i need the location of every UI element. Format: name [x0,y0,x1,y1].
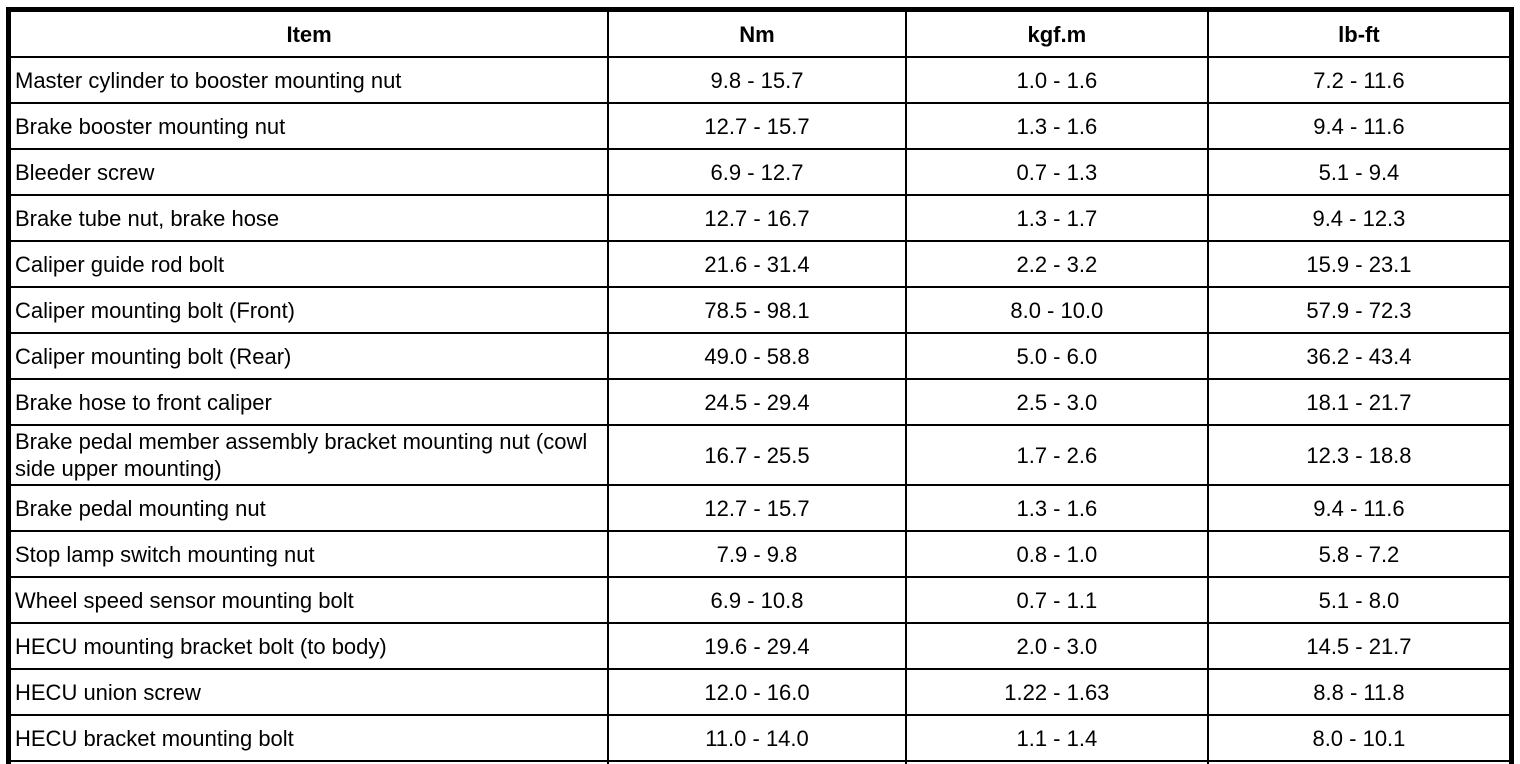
kgfm-cell: 1.22 - 1.63 [904,668,1209,716]
kgfm-cell: 0.7 - 1.1 [904,576,1209,624]
nm-cell: 16.7 - 25.5 [607,424,907,486]
item-cell: HECU mounting bracket bolt (to body) [7,622,610,670]
nm-cell: 12.7 - 16.7 [607,194,907,242]
table-row: Wheel speed sensor mounting bolt 6.9 - 10… [7,576,1513,624]
table-row: Caliper mounting bolt (Rear) 49.0 - 58.8 5… [7,332,1513,380]
kgfm-cell: 2.0 - 3.0 [904,622,1209,670]
column-header-item: Item [7,8,610,58]
item-cell: Bleeder screw [7,148,610,196]
nm-cell: 7.9 - 9.8 [607,530,907,578]
nm-cell: 9.8 - 15.7 [607,56,907,104]
item-cell: HECU union screw [7,668,610,716]
item-cell: Caliper mounting bolt (Rear) [7,332,610,380]
table-row: Caliper mounting bolt (Front) 78.5 - 98.1… [7,286,1513,334]
kgfm-cell: 1.0 - 1.6 [904,56,1209,104]
table-row: HECU mounting bracket bolt (to body) 19.6… [7,622,1513,670]
table-row: Yaw rate & Lateral G sensor mounting bol… [7,760,1513,764]
lbft-cell: 5.1 - 9.4 [1206,148,1513,196]
column-header-nm: Nm [607,8,907,58]
kgfm-cell: 5.0 - 6.0 [904,332,1209,380]
item-cell: Brake pedal member assembly bracket moun… [7,424,610,486]
lbft-cell: 9.4 - 11.6 [1206,102,1513,150]
lbft-cell: 57.9 - 72.3 [1206,286,1513,334]
nm-cell: 12.7 - 15.7 [607,484,907,532]
nm-cell: 24.5 - 29.4 [607,378,907,426]
item-cell: Caliper mounting bolt (Front) [7,286,610,334]
nm-cell: 6.9 - 10.8 [607,576,907,624]
lbft-cell: 36.2 - 43.4 [1206,332,1513,380]
table-row: Bleeder screw 6.9 - 12.7 0.7 - 1.3 5.1 - 9.… [7,148,1513,196]
lbft-cell: 8.8 - 11.8 [1206,668,1513,716]
table-row: HECU union screw 12.0 - 16.0 1.22 - 1.63 8.… [7,668,1513,716]
item-cell: HECU bracket mounting bolt [7,714,610,762]
kgfm-cell: 8.0 - 10.0 [904,286,1209,334]
item-cell: Caliper guide rod bolt [7,240,610,288]
lbft-cell: 5.8 - 7.2 [1206,530,1513,578]
item-cell: Brake hose to front caliper [7,378,610,426]
table-row: Master cylinder to booster mounting nut 9… [7,56,1513,104]
item-cell: Wheel speed sensor mounting bolt [7,576,610,624]
lbft-cell: 8.0 - 10.1 [1206,714,1513,762]
nm-cell: 19.6 - 29.4 [607,622,907,670]
table-row: Brake pedal mounting nut 12.7 - 15.7 1.3 -… [7,484,1513,532]
kgfm-cell: 0.7 - 1.1 [904,760,1209,764]
torque-spec-table: Item Nm kgf.m lb-ft Master cylinder to b… [6,7,1514,764]
kgfm-cell: 2.2 - 3.2 [904,240,1209,288]
kgfm-cell: 1.3 - 1.6 [904,102,1209,150]
torque-table-body: Master cylinder to booster mounting nut 9… [7,56,1513,764]
kgfm-cell: 0.7 - 1.3 [904,148,1209,196]
nm-cell: 12.7 - 15.7 [607,102,907,150]
table-row: Caliper guide rod bolt 21.6 - 31.4 2.2 - 3… [7,240,1513,288]
nm-cell: 12.0 - 16.0 [607,668,907,716]
item-cell: Stop lamp switch mounting nut [7,530,610,578]
lbft-cell: 9.4 - 12.3 [1206,194,1513,242]
nm-cell: 78.5 - 98.1 [607,286,907,334]
table-row: Brake tube nut, brake hose 12.7 - 16.7 1.3… [7,194,1513,242]
lbft-cell: 14.5 - 21.7 [1206,622,1513,670]
lbft-cell: 5.1 - 8.0 [1206,576,1513,624]
column-header-kgfm: kgf.m [904,8,1209,58]
column-header-lbft: lb-ft [1206,8,1513,58]
kgfm-cell: 2.5 - 3.0 [904,378,1209,426]
nm-cell: 49.0 - 58.8 [607,332,907,380]
nm-cell: 6.9 - 12.7 [607,148,907,196]
kgfm-cell: 1.3 - 1.7 [904,194,1209,242]
item-cell: Yaw rate & Lateral G sensor mounting bol… [7,760,610,764]
lbft-cell: 15.9 - 23.1 [1206,240,1513,288]
item-cell: Master cylinder to booster mounting nut [7,56,610,104]
kgfm-cell: 1.7 - 2.6 [904,424,1209,486]
lbft-cell: 9.4 - 11.6 [1206,484,1513,532]
item-cell: Brake booster mounting nut [7,102,610,150]
item-cell: Brake pedal mounting nut [7,484,610,532]
kgfm-cell: 1.3 - 1.6 [904,484,1209,532]
nm-cell: 0.9 - 10.8 [607,760,907,764]
table-row: Brake hose to front caliper 24.5 - 29.4 2.… [7,378,1513,426]
kgfm-cell: 0.8 - 1.0 [904,530,1209,578]
nm-cell: 21.6 - 31.4 [607,240,907,288]
lbft-cell: 12.3 - 18.8 [1206,424,1513,486]
table-row: Brake booster mounting nut 12.7 - 15.7 1.3… [7,102,1513,150]
lbft-cell: 18.1 - 21.7 [1206,378,1513,426]
item-cell: Brake tube nut, brake hose [7,194,610,242]
kgfm-cell: 1.1 - 1.4 [904,714,1209,762]
lbft-cell: 7.2 - 11.6 [1206,56,1513,104]
table-row: Brake pedal member assembly bracket moun… [7,424,1513,486]
table-row: Stop lamp switch mounting nut 7.9 - 9.8 0.… [7,530,1513,578]
table-row: HECU bracket mounting bolt 11.0 - 14.0 1.1… [7,714,1513,762]
table-header-row: Item Nm kgf.m lb-ft [7,8,1513,58]
nm-cell: 11.0 - 14.0 [607,714,907,762]
lbft-cell: 5.1 - 8.0 [1206,760,1513,764]
